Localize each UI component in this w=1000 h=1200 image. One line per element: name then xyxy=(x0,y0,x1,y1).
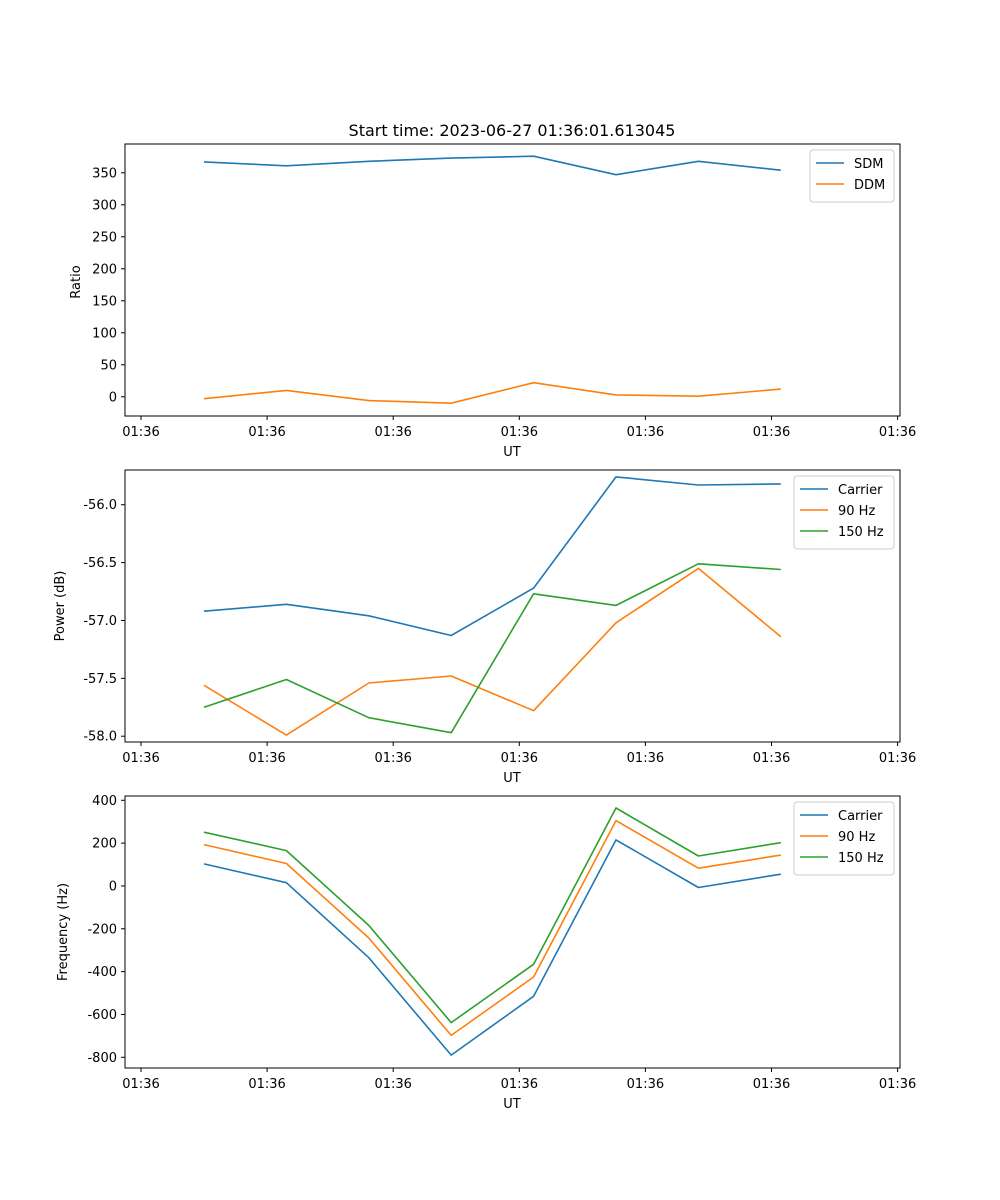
y-tick-label: 250 xyxy=(92,230,117,245)
series-line-carrier xyxy=(203,839,781,1056)
plot-area-frequency xyxy=(124,795,901,1069)
legend-label: 90 Hz xyxy=(838,830,875,845)
series-line-ddm xyxy=(203,381,781,405)
y-ticks-power: -58.0 -57.5 -57.0 -56.5 -56.0 xyxy=(83,498,125,745)
x-axis-label-power: UT xyxy=(503,771,521,786)
series-line-sdm xyxy=(203,155,781,176)
x-tick-label: 01:36 xyxy=(879,1077,916,1092)
x-tick-label: 01:36 xyxy=(753,425,790,440)
y-tick-label: 100 xyxy=(92,326,117,341)
x-axis-label-frequency: UT xyxy=(503,1097,521,1112)
x-tick-label: 01:36 xyxy=(879,751,916,766)
x-tick-label: 01:36 xyxy=(753,751,790,766)
legend-label: 150 Hz xyxy=(838,525,884,540)
y-tick-label: 400 xyxy=(92,794,117,809)
series-lines-frequency xyxy=(203,807,781,1056)
legend-label: 90 Hz xyxy=(838,504,875,519)
y-axis-label-ratio: Ratio xyxy=(69,265,84,298)
y-tick-label: -800 xyxy=(87,1051,117,1066)
y-tick-label: -56.5 xyxy=(83,556,117,571)
series-lines-power xyxy=(203,476,782,736)
y-tick-label: 0 xyxy=(109,390,117,405)
y-axis-label-power: Power (dB) xyxy=(53,571,68,642)
series-line-150-hz xyxy=(203,562,781,734)
y-tick-label: 150 xyxy=(92,294,117,309)
x-tick-label: 01:36 xyxy=(248,1077,285,1092)
y-ticks-ratio: 0 50 100 150 200 250 300 350 xyxy=(92,166,125,405)
y-tick-label: 0 xyxy=(109,879,117,894)
y-tick-label: -400 xyxy=(87,965,117,980)
plot-area-ratio xyxy=(124,143,901,417)
x-tick-label: 01:36 xyxy=(627,425,664,440)
x-tick-label: 01:36 xyxy=(627,1077,664,1092)
legend-power: Carrier 90 Hz 150 Hz xyxy=(793,475,895,550)
series-line-90-hz xyxy=(203,819,781,1037)
panel-power: -58.0 -57.5 -57.0 -56.5 -56.0 01:36 01:36 01:3… xyxy=(53,469,916,786)
y-tick-label: 200 xyxy=(92,837,117,852)
y-tick-label: -58.0 xyxy=(83,730,117,745)
legend-label: Carrier xyxy=(838,809,883,824)
y-tick-label: -56.0 xyxy=(83,498,117,513)
legend-label: DDM xyxy=(854,178,885,193)
x-tick-label: 01:36 xyxy=(627,751,664,766)
y-tick-label: 300 xyxy=(92,198,117,213)
series-lines-ratio xyxy=(203,155,781,405)
y-tick-label: 350 xyxy=(92,166,117,181)
x-tick-label: 01:36 xyxy=(374,1077,411,1092)
x-tick-label: 01:36 xyxy=(374,425,411,440)
x-tick-label: 01:36 xyxy=(374,751,411,766)
y-tick-label: -57.5 xyxy=(83,672,117,687)
chart-title: Start time: 2023-06-27 01:36:01.613045 xyxy=(349,121,676,140)
x-axis-label-ratio: UT xyxy=(503,445,521,460)
y-tick-label: -600 xyxy=(87,1008,117,1023)
y-ticks-frequency: -800 -600 -400 -200 0 200 400 xyxy=(87,794,125,1066)
x-tick-label: 01:36 xyxy=(248,751,285,766)
x-tick-label: 01:36 xyxy=(501,425,538,440)
y-tick-label: 50 xyxy=(100,358,117,373)
panel-ratio: Start time: 2023-06-27 01:36:01.613045 0… xyxy=(69,121,916,460)
series-line-carrier xyxy=(203,476,781,637)
legend-label: SDM xyxy=(854,157,883,172)
x-tick-label: 01:36 xyxy=(122,425,159,440)
series-line-90-hz xyxy=(203,567,782,736)
y-tick-label: -200 xyxy=(87,922,117,937)
x-tick-label: 01:36 xyxy=(122,751,159,766)
y-axis-label-frequency: Frequency (Hz) xyxy=(56,883,71,981)
panel-frequency: -800 -600 -400 -200 0 200 400 01:36 01:36 01:36 0… xyxy=(56,794,916,1112)
legend-ratio: SDM DDM xyxy=(809,149,895,203)
x-tick-label: 01:36 xyxy=(753,1077,790,1092)
x-tick-label: 01:36 xyxy=(501,751,538,766)
plot-area-power xyxy=(124,469,901,743)
legend-frequency: Carrier 90 Hz 150 Hz xyxy=(793,801,895,876)
y-tick-label: -57.0 xyxy=(83,614,117,629)
x-tick-label: 01:36 xyxy=(501,1077,538,1092)
x-tick-label: 01:36 xyxy=(122,1077,159,1092)
series-line-150-hz xyxy=(203,807,781,1024)
legend-label: Carrier xyxy=(838,483,883,498)
x-tick-label: 01:36 xyxy=(248,425,285,440)
y-tick-label: 200 xyxy=(92,262,117,277)
legend-label: 150 Hz xyxy=(838,851,884,866)
x-tick-label: 01:36 xyxy=(879,425,916,440)
